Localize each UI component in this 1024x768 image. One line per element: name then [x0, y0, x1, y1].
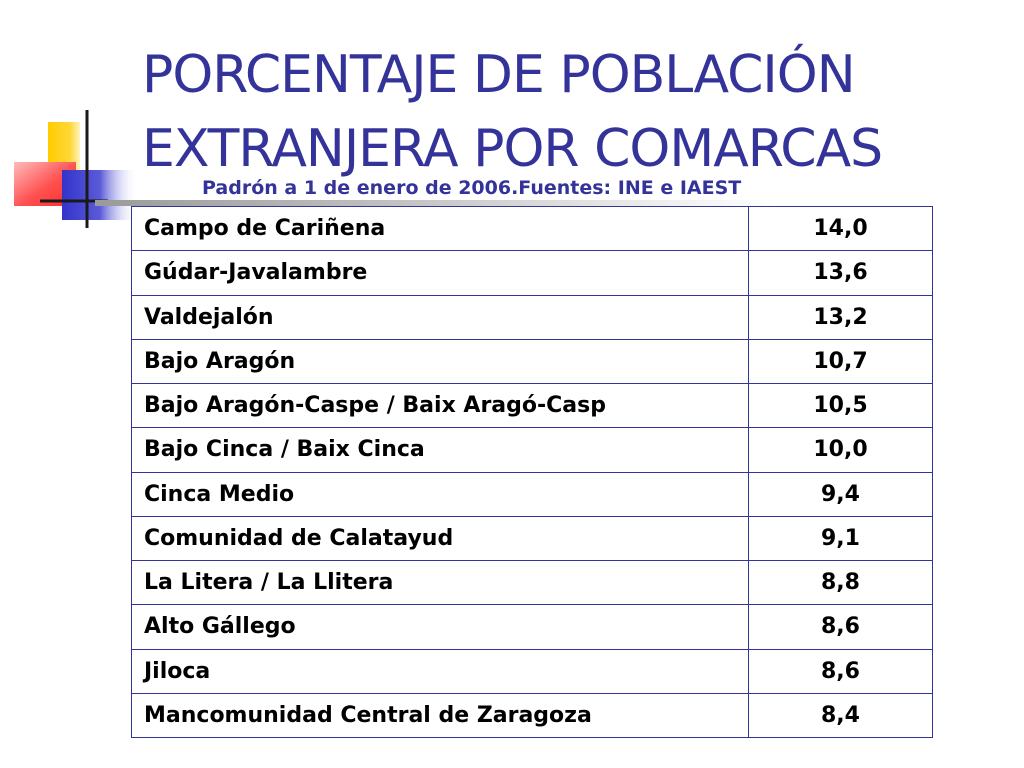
table-row: Cinca Medio 9,4	[131, 471, 933, 517]
title-line-2: EXTRANJERA POR COMARCAS	[142, 119, 883, 179]
percentage-cell: 8,4	[748, 692, 933, 739]
data-table: Campo de Cariñena 14,0 Gúdar-Javalambre 13,…	[131, 205, 933, 739]
comarca-cell: La Litera / La Llitera	[131, 559, 749, 606]
percentage-cell: 10,5	[748, 382, 933, 429]
title-line-1: PORCENTAJE DE POBLACIÓN	[142, 45, 856, 105]
table-row: Mancomunidad Central de Zaragoza 8,4	[131, 692, 933, 739]
table-row: La Litera / La Llitera 8,8	[131, 559, 933, 606]
table-row: Campo de Cariñena 14,0	[131, 205, 933, 252]
blue-square	[62, 170, 138, 220]
percentage-cell: 10,0	[748, 427, 933, 473]
comarca-cell: Mancomunidad Central de Zaragoza	[131, 692, 749, 739]
table-row: Alto Gállego 8,6	[131, 604, 933, 650]
subtitle: Padrón a 1 de enero de 2006.Fuentes: INE…	[202, 177, 742, 199]
comarca-cell: Gúdar-Javalambre	[131, 250, 749, 296]
table-row: Bajo Aragón 10,7	[131, 338, 933, 385]
comarca-cell: Campo de Cariñena	[131, 205, 749, 252]
decorative-squares	[14, 110, 138, 228]
percentage-cell: 8,6	[748, 604, 933, 650]
table-row: Comunidad de Calatayud 9,1	[131, 515, 933, 562]
title-underline	[95, 200, 775, 206]
percentage-cell: 9,4	[748, 471, 933, 517]
comarca-cell: Bajo Aragón	[131, 338, 749, 385]
page-title: PORCENTAJE DE POBLACIÓN EXTRANJERA POR C…	[142, 38, 1012, 186]
percentage-cell: 8,6	[748, 648, 933, 694]
table-body: Campo de Cariñena 14,0 Gúdar-Javalambre 13,…	[131, 205, 933, 739]
table-row: Gúdar-Javalambre 13,6	[131, 250, 933, 296]
percentage-cell: 9,1	[748, 515, 933, 562]
comarca-cell: Bajo Cinca / Baix Cinca	[131, 427, 749, 473]
table-row: Jiloca 8,6	[131, 648, 933, 694]
comarca-cell: Alto Gállego	[131, 604, 749, 650]
percentage-cell: 13,6	[748, 250, 933, 296]
comarca-cell: Jiloca	[131, 648, 749, 694]
percentage-cell: 14,0	[748, 205, 933, 252]
percentage-cell: 13,2	[748, 294, 933, 340]
percentage-cell: 10,7	[748, 338, 933, 385]
percentage-cell: 8,8	[748, 559, 933, 606]
table-row: Bajo Aragón-Caspe / Baix Aragó-Casp 10,5	[131, 382, 933, 429]
comarca-cell: Cinca Medio	[131, 471, 749, 517]
table-row: Valdejalón 13,2	[131, 294, 933, 340]
table-row: Bajo Cinca / Baix Cinca 10,0	[131, 427, 933, 473]
comarca-cell: Comunidad de Calatayud	[131, 515, 749, 562]
comarca-cell: Bajo Aragón-Caspe / Baix Aragó-Casp	[131, 382, 749, 429]
comarca-cell: Valdejalón	[131, 294, 749, 340]
